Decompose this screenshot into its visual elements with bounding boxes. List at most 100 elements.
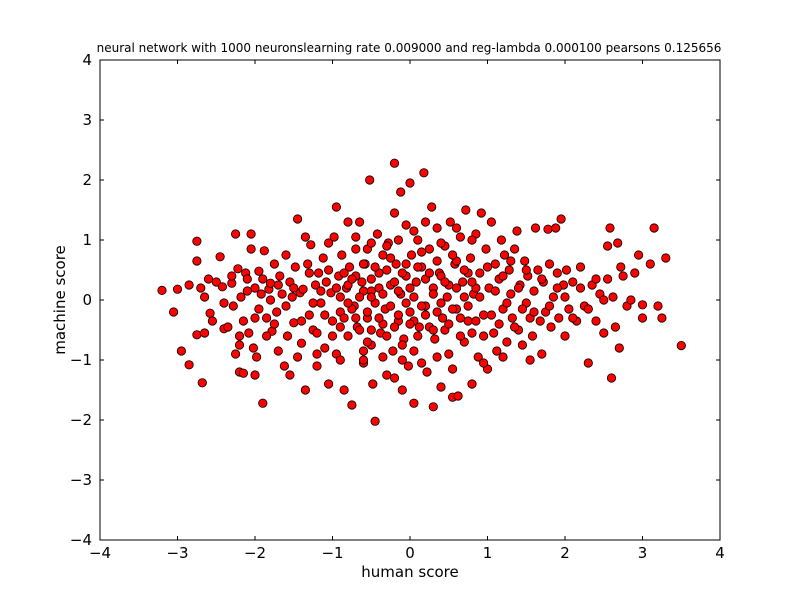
scatter-point — [250, 313, 260, 323]
scatter-point — [211, 277, 221, 287]
scatter-point — [509, 322, 520, 332]
y-tick-label: 4 — [82, 51, 92, 69]
scatter-point — [544, 301, 555, 311]
scatter-point — [335, 355, 345, 365]
scatter-point — [370, 416, 380, 426]
scatter-point — [527, 331, 538, 341]
scatter-point — [192, 256, 202, 266]
x-tick-label: 4 — [715, 544, 725, 562]
scatter-point — [416, 301, 427, 311]
scatter-point — [378, 289, 388, 299]
scatter-point — [234, 340, 245, 350]
scatter-point — [424, 268, 434, 278]
scatter-point — [616, 262, 626, 272]
scatter-point — [405, 307, 415, 317]
scatter-point — [529, 307, 539, 317]
scatter-point — [368, 379, 378, 389]
scatter-point — [304, 268, 314, 278]
y-tick-label: 1 — [82, 231, 92, 249]
scatter-point — [413, 331, 423, 341]
scatter-point — [275, 271, 285, 281]
scatter-point — [362, 307, 372, 317]
scatter-point — [227, 271, 237, 281]
scatter-point — [282, 331, 293, 341]
scatter-point — [422, 367, 432, 377]
scatter-point — [217, 282, 227, 292]
scatter-point — [486, 310, 496, 320]
scatter-point — [366, 274, 376, 284]
scatter-point — [347, 274, 357, 284]
scatter-point — [323, 379, 334, 389]
scatter-point — [552, 268, 562, 278]
scatter-point — [351, 313, 361, 323]
scatter-point — [200, 328, 210, 338]
scatter-point — [458, 277, 468, 287]
scatter-point — [354, 292, 365, 302]
scatter-point — [610, 322, 621, 332]
x-tick-label: −1 — [321, 544, 343, 562]
scatter-point — [653, 301, 663, 311]
scatter-point — [362, 337, 372, 347]
x-axis-ticks: −4 −3 −2 −1 0 1 2 3 4 — [89, 60, 725, 562]
x-tick-label: −2 — [244, 544, 266, 562]
scatter-point — [192, 330, 202, 340]
scatter-point — [215, 252, 225, 262]
scatter-point — [637, 300, 648, 310]
scatter-point — [339, 385, 349, 395]
scatter-point — [467, 379, 477, 389]
scatter-point — [203, 274, 214, 284]
scatter-point — [331, 202, 341, 212]
scatter-point — [403, 361, 413, 371]
scatter-point — [455, 313, 465, 323]
scatter-point — [626, 295, 636, 305]
scatter-point — [223, 322, 233, 332]
scatter-point — [169, 307, 179, 317]
scatter-point — [231, 229, 241, 239]
scatter-point — [492, 346, 502, 356]
scatter-point — [428, 325, 438, 335]
scatter-point — [172, 284, 183, 294]
scatter-point — [329, 232, 339, 242]
scatter-point — [413, 262, 423, 272]
x-axis-label: human score — [361, 563, 458, 581]
scatter-point — [200, 292, 210, 302]
scatter-point — [219, 298, 229, 308]
scatter-point — [273, 346, 283, 356]
scatter-point — [378, 250, 388, 260]
scatter-point — [357, 277, 367, 287]
scatter-point — [447, 250, 458, 260]
scatter-point — [378, 352, 388, 362]
scatter-point — [242, 274, 252, 284]
scatter-point — [428, 289, 438, 299]
scatter-point — [316, 286, 326, 296]
scatter-point — [289, 318, 299, 328]
scatter-point — [406, 250, 417, 260]
scatter-point — [525, 355, 535, 365]
scatter-point — [320, 310, 330, 320]
scatter-point — [354, 217, 365, 227]
scatter-point — [242, 286, 252, 296]
scatter-point — [258, 274, 268, 284]
scatter-point — [517, 340, 528, 350]
scatter-point — [561, 265, 572, 275]
y-axis-ticks: −4 −3 −2 −1 0 1 2 3 4 — [70, 51, 720, 549]
y-tick-label: −1 — [70, 351, 92, 369]
scatter-point — [176, 346, 186, 356]
x-tick-label: 3 — [638, 544, 648, 562]
scatter-point — [290, 262, 300, 272]
scatter-point — [238, 316, 248, 326]
scatter-point — [414, 322, 424, 332]
scatter-point — [308, 298, 318, 308]
scatter-point — [440, 277, 450, 287]
scatter-point — [482, 262, 493, 272]
scatter-point — [292, 214, 303, 224]
scatter-point — [323, 238, 334, 248]
scatter-point — [327, 316, 338, 326]
scatter-point — [233, 264, 243, 274]
y-tick-label: 2 — [82, 171, 92, 189]
scatter-point — [614, 343, 624, 353]
scatter-point — [269, 319, 279, 329]
scatter-point — [416, 247, 427, 257]
scatter-point — [252, 352, 262, 362]
scatter-point — [339, 268, 349, 278]
